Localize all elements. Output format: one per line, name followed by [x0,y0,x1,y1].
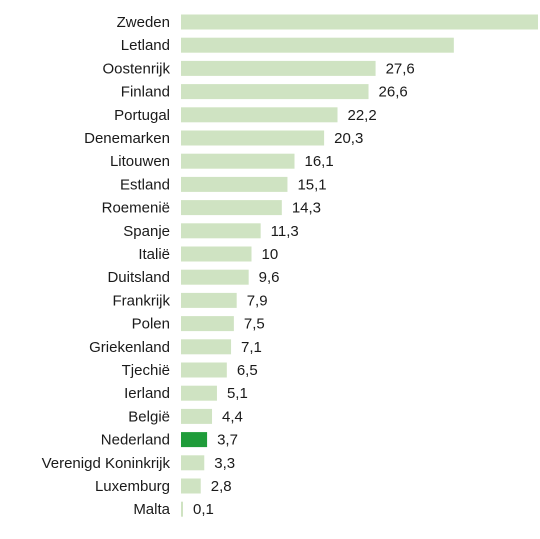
category-label: Verenigd Koninkrijk [42,455,171,472]
value-label: 7,5 [244,316,265,333]
value-label: 9,6 [259,269,280,286]
category-label: Letland [121,37,170,54]
category-label: Frankrijk [112,292,170,309]
value-label: 10 [262,246,279,263]
bar [181,153,295,169]
bar [181,60,376,76]
value-label: 22,2 [348,107,377,124]
value-label: 15,1 [297,176,326,193]
bar [181,292,237,308]
bar [181,84,369,100]
bar [181,362,227,378]
category-label: Estland [120,176,170,193]
category-label: Malta [133,501,170,518]
category-label: Duitsland [107,269,170,286]
value-label: 4,4 [222,408,243,425]
bar [181,339,232,355]
value-label: 2,8 [211,478,232,495]
category-label: Polen [132,316,170,333]
category-label: Finland [121,84,170,101]
value-label: 26,6 [379,84,408,101]
value-label: 0,1 [193,501,214,518]
bar [181,408,213,424]
bar [181,316,234,332]
category-label: Spanje [123,223,170,240]
bar [181,107,338,123]
category-label: Roemenië [102,200,170,217]
value-label: 7,1 [241,339,262,356]
category-label: Tjechië [122,362,170,379]
category-label: Griekenland [89,339,170,356]
bar [181,130,325,146]
value-label: 7,9 [247,292,268,309]
category-label: België [128,408,170,425]
value-label: 16,1 [305,153,334,170]
value-label: 27,6 [386,60,415,77]
category-label: Italië [138,246,170,263]
value-label: 6,5 [237,362,258,379]
category-label: Zweden [117,14,170,31]
bar [181,223,261,239]
bar [181,269,249,285]
value-label: 3,3 [214,455,235,472]
value-label: 14,3 [292,200,321,217]
value-label: 3,7 [217,432,238,449]
bar [181,455,205,471]
bar [181,37,454,53]
value-label: 11,3 [271,223,299,240]
value-label: 5,1 [227,385,248,402]
bar [181,385,217,401]
bar [181,246,252,262]
category-label: Denemarken [84,130,170,147]
bar [181,478,201,494]
value-label: 20,3 [334,130,363,147]
bar [181,176,288,192]
bar [181,501,183,517]
category-label: Luxemburg [95,478,170,495]
category-label: Nederland [101,432,170,449]
bar-highlight [181,432,208,448]
bar [181,200,282,216]
category-label: Oostenrijk [102,60,170,77]
bar [181,14,538,30]
category-label: Litouwen [110,153,170,170]
category-label: Ierland [124,385,170,402]
category-label: Portugal [114,107,170,124]
